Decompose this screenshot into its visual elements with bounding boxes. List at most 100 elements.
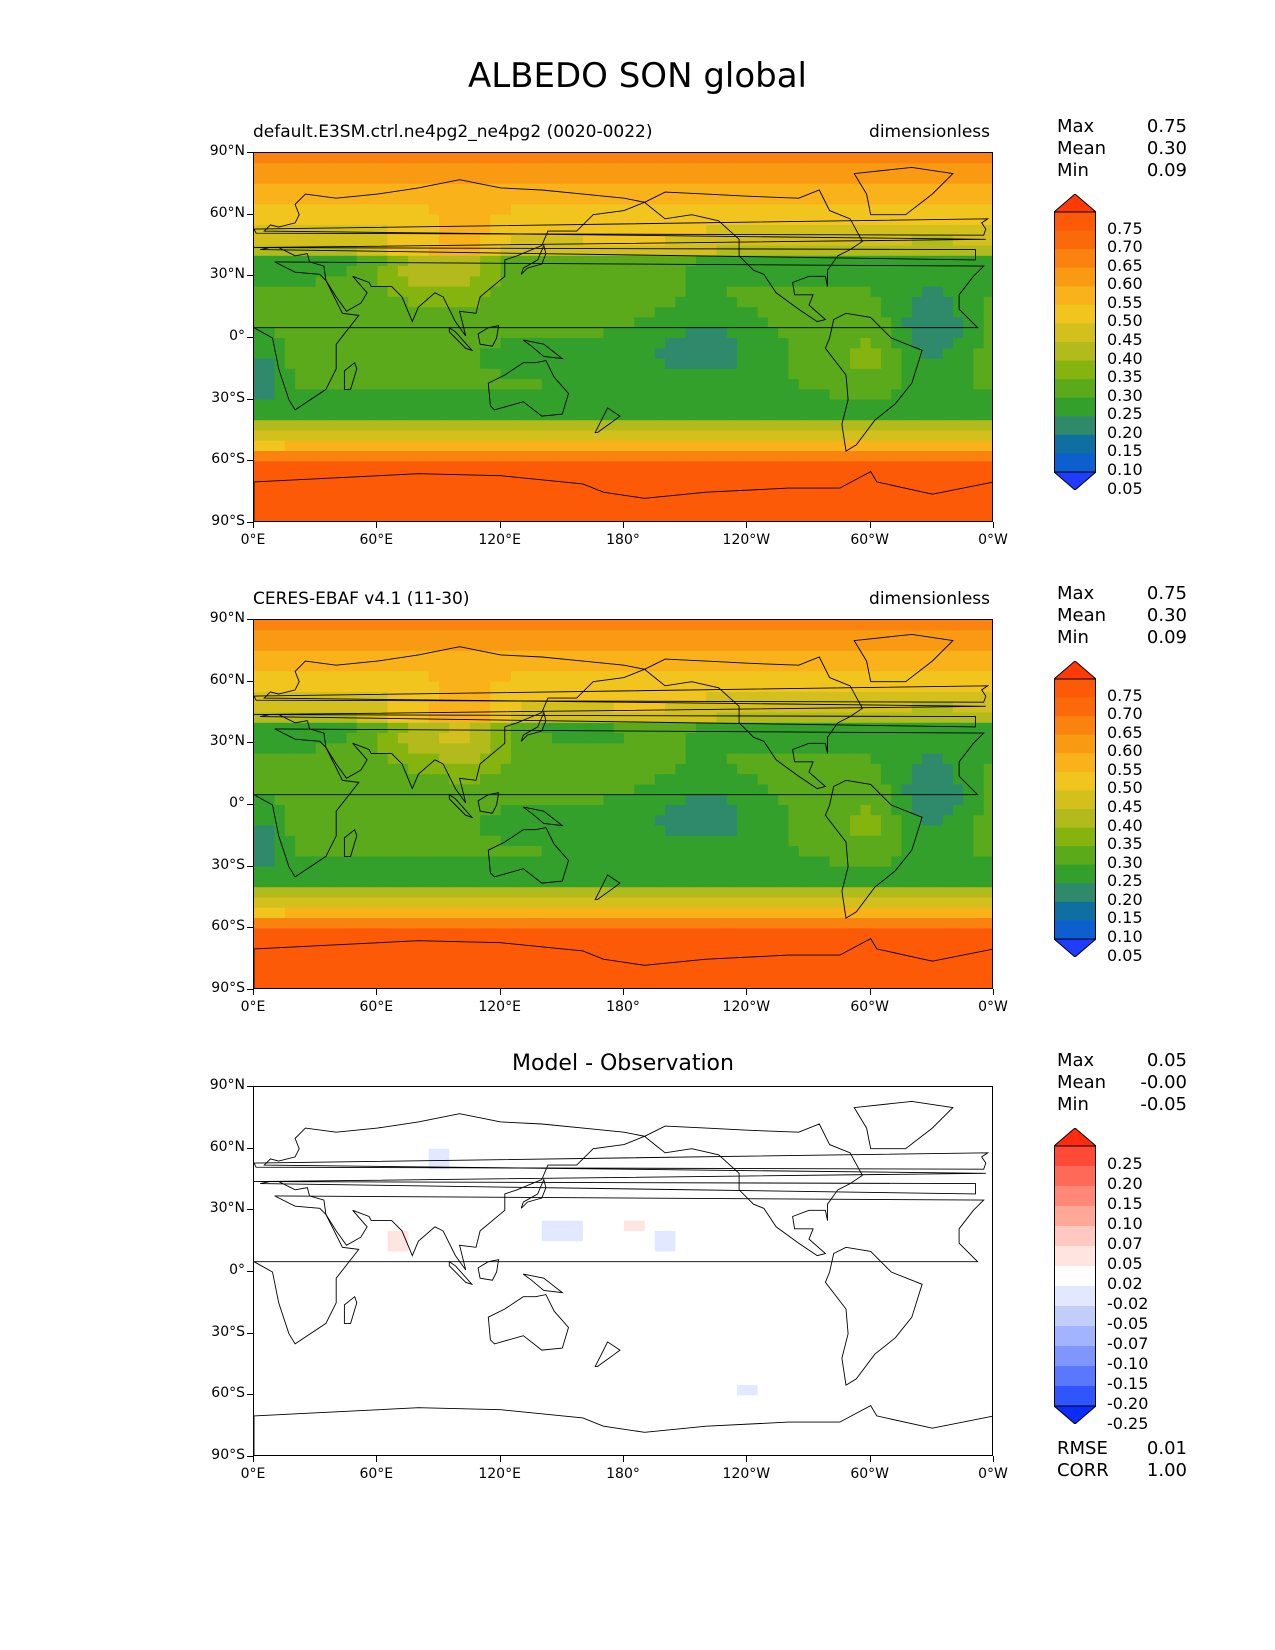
- map-cell: [973, 763, 985, 775]
- map-cell: [973, 620, 985, 631]
- map-cell: [778, 774, 790, 786]
- map-cell: [603, 805, 615, 816]
- map-cell: [397, 327, 409, 339]
- map-cell: [346, 183, 358, 195]
- map-cell: [408, 825, 420, 837]
- map-cell: [952, 815, 964, 827]
- map-cell: [870, 224, 882, 236]
- map-cell: [911, 173, 923, 185]
- map-cell: [510, 815, 522, 827]
- map-cell: [480, 481, 491, 493]
- map-cell: [490, 153, 502, 164]
- map-cell: [624, 681, 635, 693]
- map-cell: [408, 907, 420, 919]
- map-cell: [665, 338, 676, 349]
- map-cell: [757, 763, 769, 775]
- map-cell: [387, 296, 399, 308]
- map-cell: [695, 907, 707, 919]
- map-cell: [459, 671, 471, 683]
- map-cell: [726, 794, 738, 806]
- map-cell: [367, 805, 378, 816]
- map-cell: [983, 630, 992, 642]
- map-cell: [932, 327, 944, 339]
- map-cell: [439, 420, 450, 432]
- map-cell: [922, 661, 933, 672]
- map-cell: [541, 733, 553, 744]
- map-cell: [325, 409, 337, 421]
- map-cell: [901, 276, 913, 288]
- map-cell: [726, 928, 738, 940]
- map-cell: [624, 481, 635, 493]
- map-cell: [428, 846, 440, 857]
- map-cell: [490, 440, 502, 452]
- map-cell: [757, 794, 769, 806]
- map-cell: [963, 702, 975, 714]
- map-cell: [521, 640, 533, 652]
- map-cell: [356, 368, 368, 380]
- map-cell: [377, 214, 389, 226]
- map-cell: [963, 733, 975, 744]
- map-cell: [387, 338, 399, 349]
- map-cell: [901, 938, 913, 950]
- map-cell: [510, 907, 522, 919]
- map-cell: [654, 204, 666, 216]
- map-cell: [593, 907, 605, 919]
- map-cell: [593, 399, 605, 411]
- map-cell: [336, 348, 348, 360]
- map-cell: [860, 753, 872, 765]
- map-cell: [315, 317, 327, 329]
- map-cell: [942, 163, 954, 175]
- map-cell: [582, 876, 594, 888]
- map-cell: [367, 420, 378, 432]
- map-cell: [737, 650, 748, 662]
- map-cell: [778, 661, 790, 672]
- map-cell: [675, 296, 687, 308]
- map-cell: [932, 235, 944, 247]
- map-cell: [798, 255, 810, 267]
- map-cell: [367, 774, 378, 786]
- map-cell: [788, 712, 800, 724]
- map-cell: [973, 235, 985, 247]
- map-cell: [439, 348, 450, 360]
- map-cell: [295, 630, 306, 642]
- map-cell: [305, 502, 317, 514]
- map-cell: [541, 420, 553, 432]
- map-cell: [757, 866, 769, 878]
- map-cell: [901, 743, 913, 755]
- map-cell: [809, 846, 820, 857]
- map-cell: [798, 661, 810, 672]
- map-cell: [264, 276, 276, 288]
- map-cell: [737, 774, 748, 786]
- map-cell: [552, 224, 563, 236]
- map-cell: [439, 661, 450, 672]
- map-cell: [767, 296, 779, 308]
- map-cell: [284, 327, 296, 339]
- map-cell: [963, 784, 975, 796]
- map-cell: [490, 825, 502, 837]
- map-cell: [963, 630, 975, 642]
- map-cell: [983, 928, 992, 940]
- map-cell: [685, 938, 697, 950]
- map-cell: [809, 794, 820, 806]
- map-cell: [850, 379, 861, 390]
- map-cell: [408, 897, 420, 909]
- map-cell: [685, 620, 697, 631]
- map-cell: [408, 702, 420, 714]
- map-cell: [685, 379, 697, 390]
- map-cell: [901, 825, 913, 837]
- map-cell: [798, 681, 810, 693]
- map-cell: [778, 630, 790, 642]
- map-cell: [880, 856, 892, 868]
- map-cell: [274, 620, 286, 631]
- map-cell: [788, 348, 800, 360]
- map-cell: [850, 183, 861, 195]
- map-cell: [716, 753, 728, 765]
- map-cell: [254, 235, 265, 247]
- map-cell: [315, 327, 327, 339]
- map-cell: [757, 928, 769, 940]
- map-cell: [665, 876, 676, 888]
- map-cell: [747, 512, 759, 521]
- map-cell: [675, 409, 687, 421]
- map-cell: [963, 420, 975, 432]
- map-cell: [439, 640, 450, 652]
